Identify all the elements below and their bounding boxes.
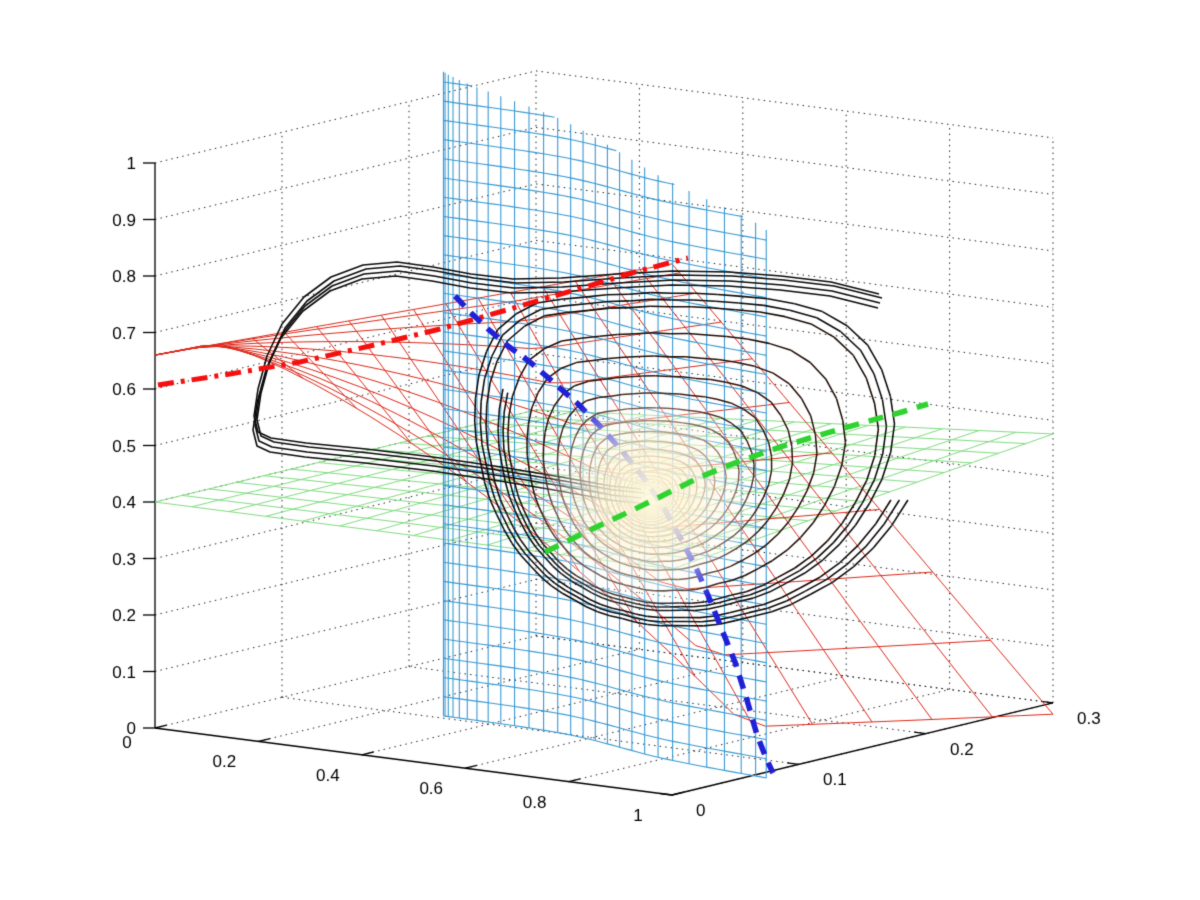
phase-portrait-canvas: [0, 0, 1200, 900]
figure-window: [0, 0, 1200, 900]
